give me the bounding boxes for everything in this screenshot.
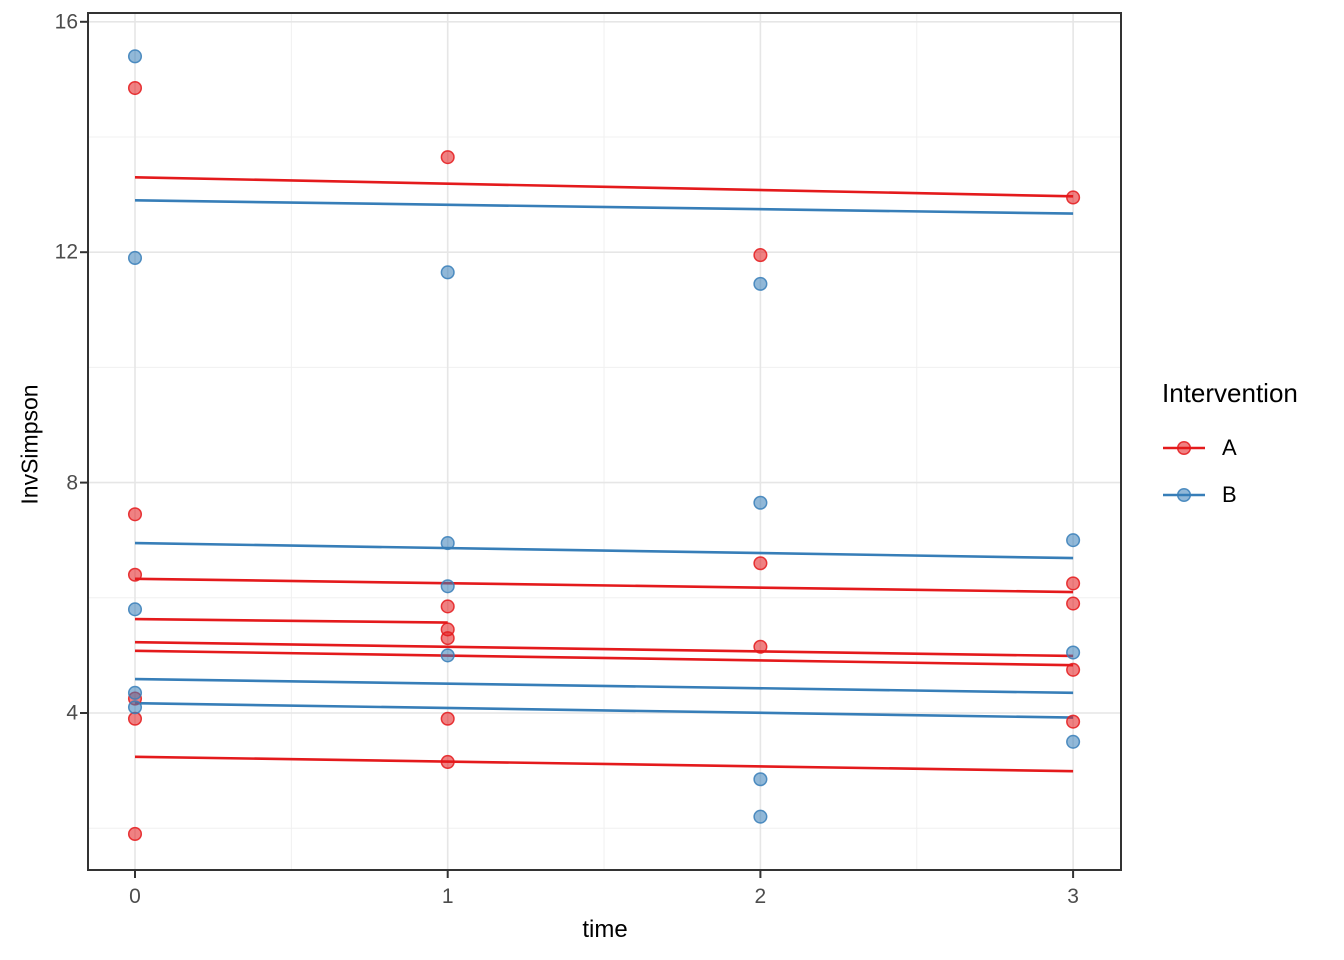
data-point-a: [1066, 596, 1081, 611]
data-point-a: [1066, 190, 1081, 205]
axis-tick-marks: [80, 20, 1075, 878]
data-point-a: [753, 556, 768, 571]
data-point-b: [753, 809, 768, 824]
data-point-b: [127, 602, 143, 617]
data-point-b: [440, 536, 455, 551]
data-point-a: [127, 567, 143, 582]
fit-line-a: [134, 649, 1074, 667]
data-points: [127, 49, 1081, 842]
legend: Intervention A B: [1162, 378, 1298, 527]
data-point-a: [753, 248, 768, 263]
fit-line-a: [134, 577, 1074, 594]
data-point-b: [753, 772, 768, 787]
fit-line-b: [134, 541, 1074, 560]
x-tick-label: 0: [129, 885, 141, 908]
data-point-a: [127, 711, 143, 726]
data-point-b: [127, 250, 143, 266]
data-point-a: [440, 711, 455, 726]
data-point-b: [440, 579, 455, 594]
data-point-b: [1066, 645, 1081, 660]
gridlines-minor: [88, 13, 1121, 870]
fit-line-a: [134, 176, 1074, 198]
regression-lines: [134, 176, 1074, 773]
data-point-b: [1066, 734, 1081, 749]
legend-key-a-line-point-icon: [1163, 440, 1205, 456]
x-tick-label: 2: [754, 885, 767, 908]
data-point-b: [127, 49, 143, 64]
legend-item-b: B: [1162, 480, 1298, 510]
fit-line-a: [134, 755, 1074, 773]
y-axis-title: InvSimpson: [16, 384, 43, 505]
fit-line-a: [134, 640, 1074, 658]
x-tick-label: 1: [441, 885, 454, 908]
y-tick-label: 12: [54, 240, 78, 264]
data-point-a: [127, 826, 143, 842]
fit-line-b: [134, 199, 1074, 215]
y-tick-label: 8: [66, 471, 78, 495]
x-tick-label: 3: [1067, 885, 1079, 908]
data-point-a: [1066, 576, 1081, 591]
data-point-a: [753, 639, 768, 654]
data-point-b: [127, 700, 143, 715]
legend-label-b: B: [1222, 482, 1237, 507]
legend-title: Intervention: [1162, 378, 1298, 408]
data-point-a: [440, 631, 455, 646]
x-axis-title: time: [582, 916, 628, 943]
legend-item-a: A: [1162, 433, 1298, 463]
fit-line-a: [134, 617, 448, 624]
fit-line-b: [134, 701, 1074, 719]
fit-line-b: [134, 677, 1074, 695]
data-point-a: [440, 599, 455, 614]
data-point-a: [1066, 714, 1081, 729]
data-point-a: [127, 507, 143, 522]
data-point-b: [753, 276, 768, 291]
data-point-a: [1066, 662, 1081, 677]
panel-border: [87, 12, 1122, 871]
legend-key-b-line-point-icon: [1163, 487, 1205, 503]
y-tick-label: 4: [66, 701, 78, 725]
data-point-a: [127, 80, 143, 96]
legend-label-a: A: [1222, 435, 1237, 460]
data-point-b: [440, 265, 455, 280]
data-point-b: [440, 648, 455, 663]
data-point-b: [753, 495, 768, 510]
gridlines-major: [88, 13, 1121, 870]
data-point-b: [1066, 533, 1081, 548]
data-point-b: [127, 685, 143, 700]
y-tick-label: 16: [54, 10, 78, 34]
data-point-a: [440, 150, 455, 165]
data-point-a: [440, 754, 455, 770]
